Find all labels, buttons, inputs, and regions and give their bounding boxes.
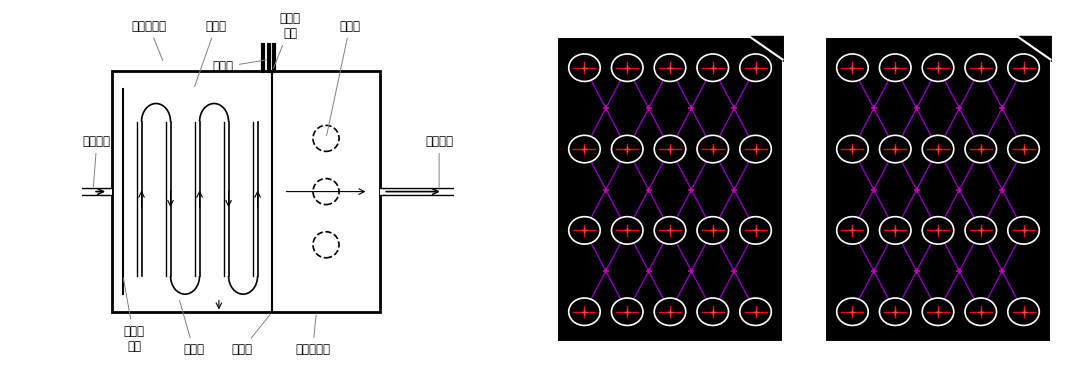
Ellipse shape (740, 298, 771, 326)
Ellipse shape (922, 298, 954, 326)
Bar (111, 71, 379, 312)
Ellipse shape (654, 298, 686, 326)
Ellipse shape (836, 135, 868, 163)
Ellipse shape (879, 54, 911, 81)
Polygon shape (750, 37, 783, 60)
Ellipse shape (697, 298, 729, 326)
Text: 쿨링관: 쿨링관 (194, 20, 226, 87)
Ellipse shape (611, 135, 643, 163)
Ellipse shape (740, 135, 771, 163)
Text: 유통공: 유통공 (232, 315, 270, 356)
Polygon shape (1018, 37, 1051, 60)
Ellipse shape (1008, 54, 1039, 81)
Ellipse shape (611, 298, 643, 326)
Ellipse shape (836, 54, 868, 81)
Ellipse shape (922, 135, 954, 163)
Text: 유입측
격벽: 유입측 격벽 (123, 278, 145, 353)
Ellipse shape (879, 135, 911, 163)
Ellipse shape (654, 54, 686, 81)
Ellipse shape (568, 135, 600, 163)
Ellipse shape (922, 217, 954, 244)
Ellipse shape (740, 217, 771, 244)
Bar (825, 37, 1051, 342)
Ellipse shape (697, 54, 729, 81)
Ellipse shape (568, 217, 600, 244)
Ellipse shape (654, 217, 686, 244)
Ellipse shape (654, 135, 686, 163)
Ellipse shape (965, 298, 997, 326)
Ellipse shape (611, 54, 643, 81)
Text: 항온조외부: 항온조외부 (295, 315, 330, 356)
Bar (557, 37, 783, 342)
Text: 유통공: 유통공 (213, 60, 266, 73)
Text: 유체입구: 유체입구 (83, 135, 110, 187)
Ellipse shape (1008, 135, 1039, 163)
Ellipse shape (965, 135, 997, 163)
Text: 유체출구: 유체출구 (426, 135, 453, 187)
Ellipse shape (1008, 298, 1039, 326)
Ellipse shape (965, 217, 997, 244)
Ellipse shape (879, 298, 911, 326)
Ellipse shape (697, 135, 729, 163)
Ellipse shape (879, 217, 911, 244)
Text: 히터봉: 히터봉 (327, 20, 360, 136)
Ellipse shape (836, 217, 868, 244)
Text: 항온조내부: 항온조내부 (132, 20, 166, 61)
Ellipse shape (740, 54, 771, 81)
Ellipse shape (697, 217, 729, 244)
Ellipse shape (836, 298, 868, 326)
Text: 쿨링판: 쿨링판 (179, 300, 204, 356)
Ellipse shape (568, 54, 600, 81)
Ellipse shape (965, 54, 997, 81)
Ellipse shape (922, 54, 954, 81)
Ellipse shape (1008, 217, 1039, 244)
Ellipse shape (611, 217, 643, 244)
Text: 유출측
격벽: 유출측 격벽 (273, 12, 301, 68)
Ellipse shape (568, 298, 600, 326)
